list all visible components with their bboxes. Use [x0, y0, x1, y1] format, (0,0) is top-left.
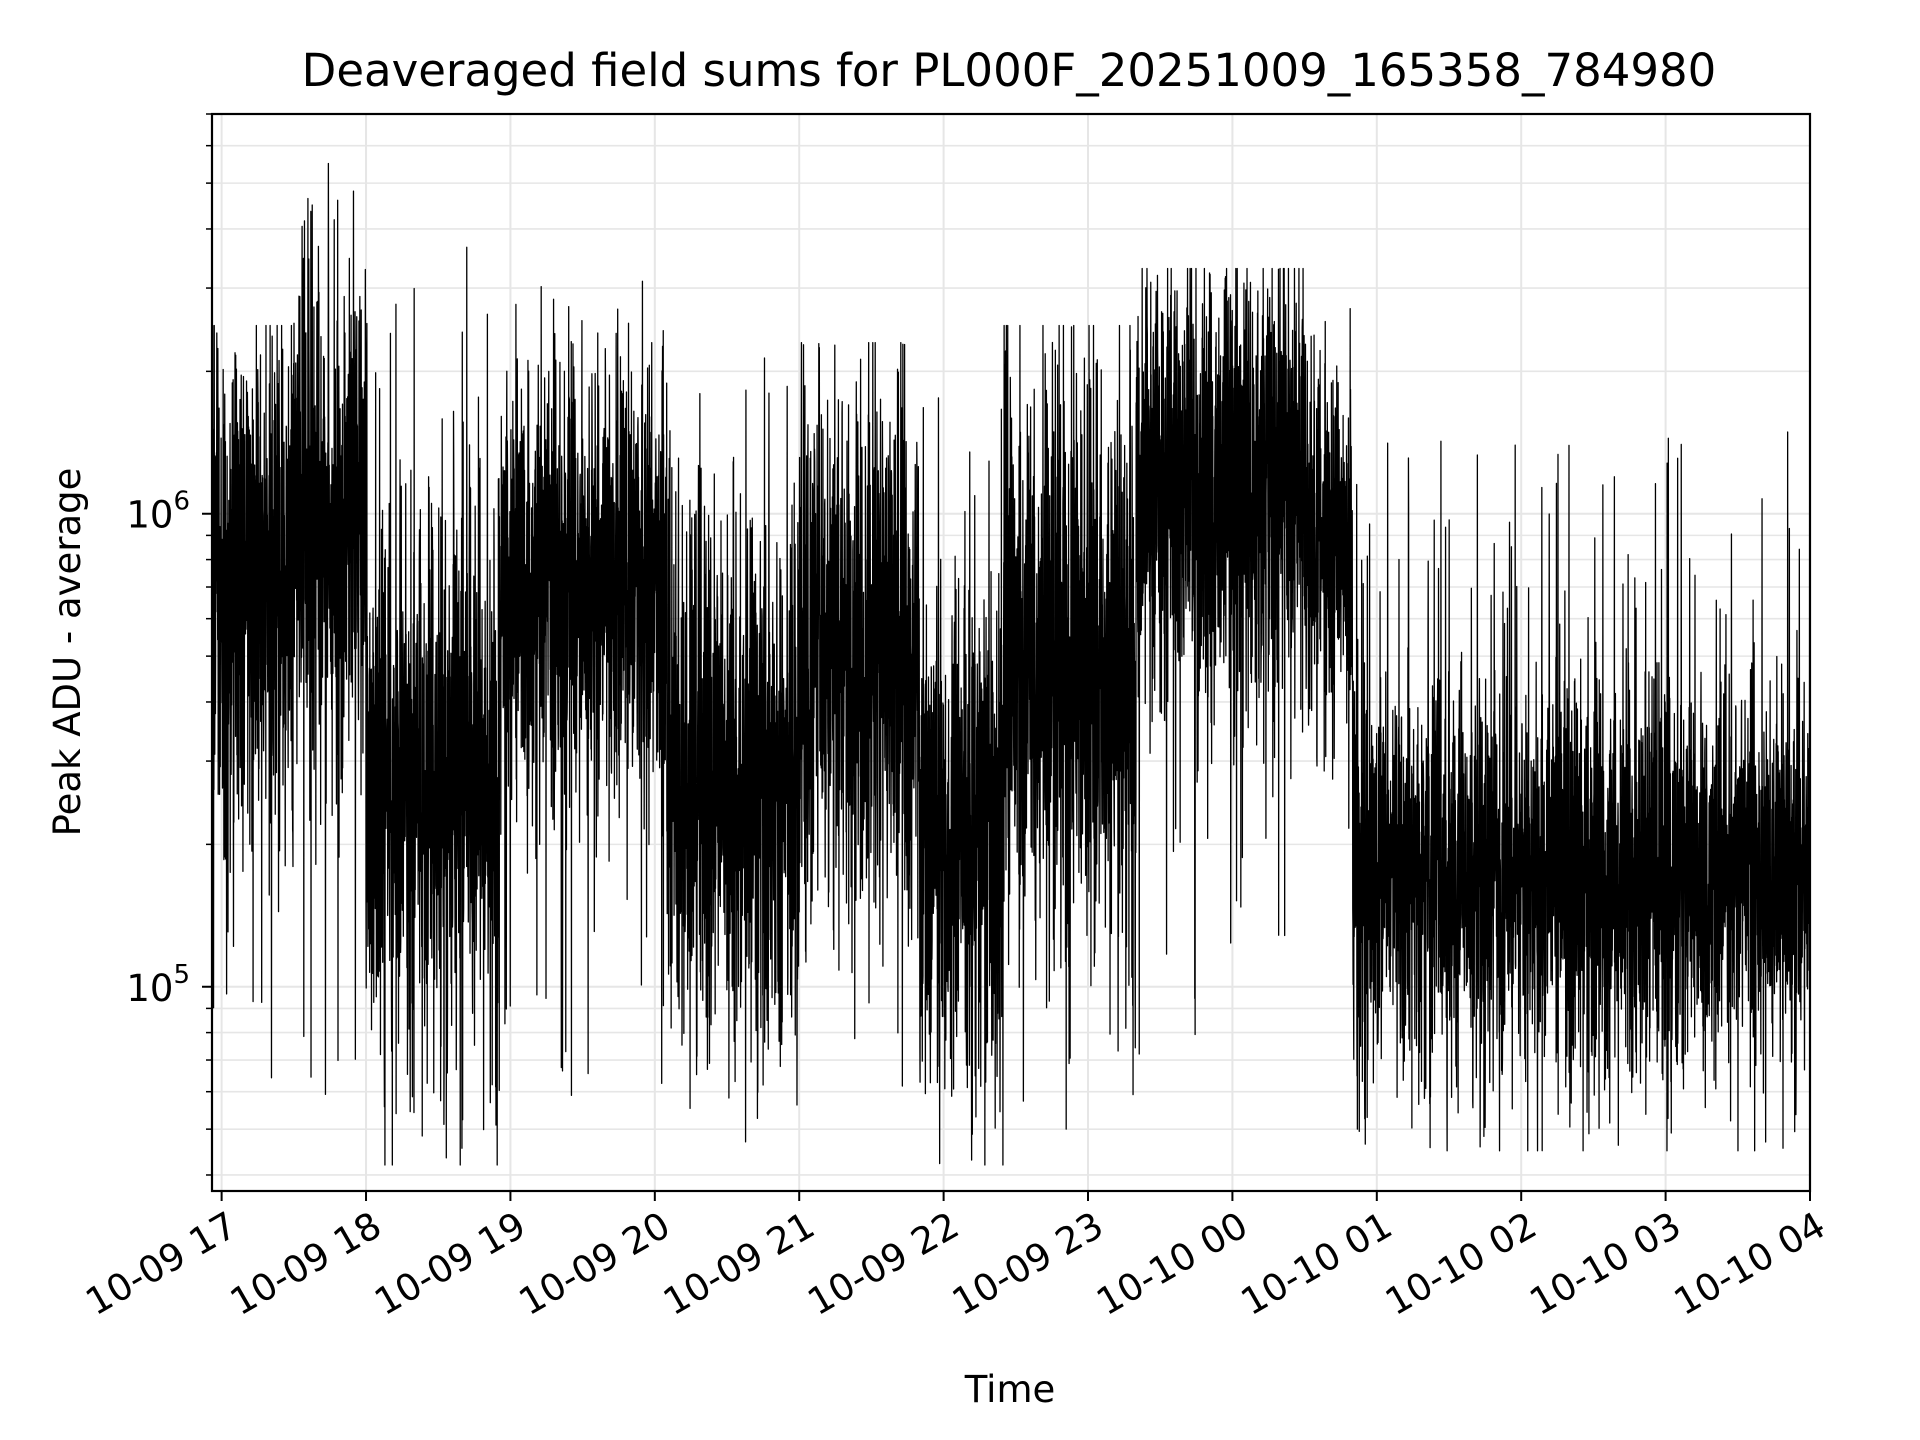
x-tick-label: 10-09 22	[801, 1204, 967, 1324]
plot-frame	[210, 112, 1812, 1193]
y-axis-label: Peak ADU - average	[46, 468, 89, 837]
x-tick-label: 10-10 00	[1089, 1204, 1255, 1324]
y-tick-label: 106	[126, 487, 190, 537]
x-tick-label: 10-10 01	[1234, 1204, 1400, 1324]
x-tick-label: 10-09 20	[512, 1204, 678, 1324]
x-tick-label: 10-10 03	[1523, 1204, 1689, 1324]
y-tick-label: 105	[126, 960, 190, 1010]
x-tick-label: 10-09 21	[656, 1204, 822, 1324]
series-layer	[211, 162, 1811, 1166]
x-tick-label: 10-09 19	[367, 1204, 533, 1324]
x-tick-label: 10-09 18	[223, 1204, 389, 1324]
series-line	[211, 162, 1811, 1166]
x-tick-label: 10-10 04	[1667, 1204, 1833, 1324]
x-tick-label: 10-09 17	[79, 1204, 245, 1324]
x-axis-label: Time	[964, 1368, 1056, 1411]
chart-title: Deaveraged field sums for PL000F_2025100…	[302, 44, 1717, 97]
x-tick-label: 10-09 23	[945, 1204, 1111, 1324]
x-tick-label: 10-10 02	[1378, 1204, 1544, 1324]
